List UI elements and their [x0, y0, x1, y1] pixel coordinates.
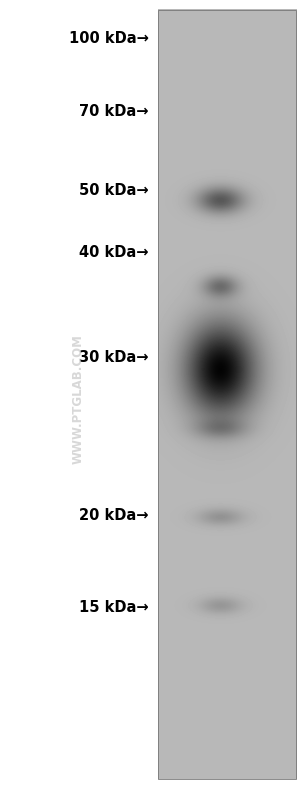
- Text: 40 kDa→: 40 kDa→: [79, 245, 148, 260]
- Text: WWW.PTGLAB.COM: WWW.PTGLAB.COM: [71, 335, 85, 464]
- Text: 50 kDa→: 50 kDa→: [79, 183, 148, 197]
- Text: 30 kDa→: 30 kDa→: [79, 351, 148, 365]
- Text: 100 kDa→: 100 kDa→: [69, 31, 148, 46]
- Text: 20 kDa→: 20 kDa→: [79, 508, 148, 523]
- Text: 70 kDa→: 70 kDa→: [79, 105, 148, 119]
- Bar: [158, 10, 296, 779]
- Text: 15 kDa→: 15 kDa→: [79, 600, 148, 614]
